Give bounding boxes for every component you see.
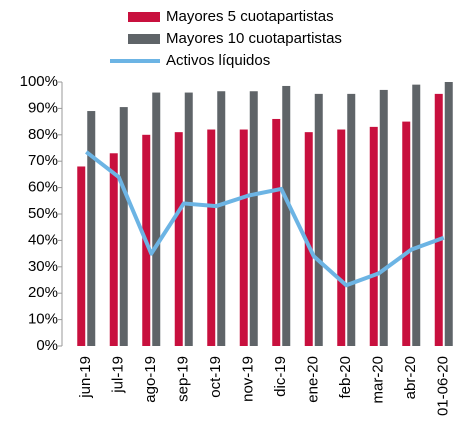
legend-label: Activos líquidos — [166, 52, 270, 69]
bar — [444, 82, 453, 346]
line — [85, 150, 445, 288]
bar — [207, 129, 216, 346]
y-tick-label: 40% — [28, 231, 58, 248]
bar — [152, 92, 161, 346]
y-tick-label: 50% — [28, 205, 58, 222]
bar — [412, 84, 421, 346]
bar — [217, 91, 226, 347]
y-tick-label: 60% — [28, 179, 58, 196]
legend-swatch — [128, 34, 160, 44]
y-tick-label: 90% — [28, 99, 58, 116]
legend-swatch — [128, 12, 160, 22]
y-tick-label: 10% — [28, 311, 58, 328]
y-tick-label: 0% — [36, 337, 58, 354]
x-tick-label: 01-06-20 — [435, 356, 452, 416]
legend-label: Mayores 5 cuotapartistas — [166, 8, 334, 25]
bar — [184, 92, 193, 346]
bar — [369, 126, 378, 346]
x-tick-label: feb-20 — [337, 356, 354, 399]
bar — [77, 166, 86, 346]
bar — [109, 153, 118, 346]
bar — [337, 129, 346, 346]
y-tick-label: 80% — [28, 126, 58, 143]
y-tick-label: 70% — [28, 152, 58, 169]
bar — [174, 132, 183, 346]
x-tick-label: jul-19 — [110, 356, 127, 394]
y-tick-label: 30% — [28, 258, 58, 275]
x-tick-label: abr-20 — [402, 356, 419, 399]
bar — [434, 93, 443, 346]
bar — [239, 129, 248, 346]
bar — [272, 118, 281, 347]
bar — [379, 89, 388, 347]
bar — [282, 85, 291, 347]
x-tick-label: oct-19 — [207, 356, 224, 398]
x-tick-label: dic-19 — [272, 356, 289, 397]
x-tick-label: nov-19 — [240, 356, 257, 402]
bar — [87, 111, 96, 346]
bar — [402, 121, 411, 346]
x-tick-label: ene-20 — [305, 356, 322, 403]
legend-label: Mayores 10 cuotapartistas — [166, 30, 342, 47]
x-tick-label: ago-19 — [142, 356, 159, 403]
bar — [119, 107, 128, 346]
y-tick-label: 100% — [20, 73, 58, 90]
bar — [249, 91, 258, 347]
y-tick-label: 20% — [28, 284, 58, 301]
bar — [314, 93, 323, 346]
x-tick-label: jun-19 — [77, 356, 94, 399]
bar — [347, 93, 356, 346]
x-tick-label: mar-20 — [370, 356, 387, 404]
x-tick-label: sep-19 — [175, 356, 192, 402]
bar — [304, 132, 313, 346]
